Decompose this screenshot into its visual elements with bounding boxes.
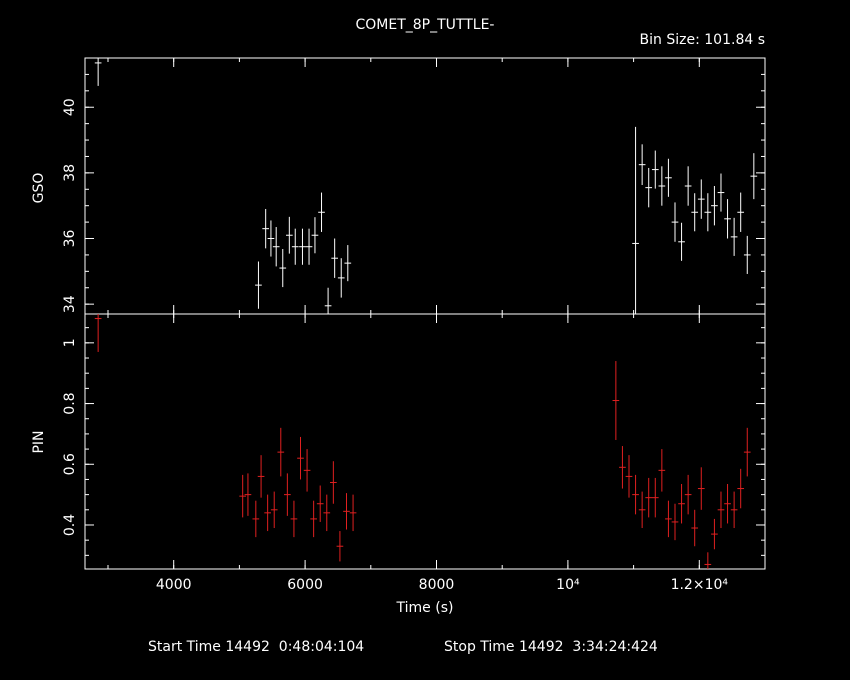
gso-data-point xyxy=(325,288,332,314)
gso-panel: 34 36 38 40 xyxy=(62,58,765,314)
gso-data-point xyxy=(279,249,286,287)
gso-data-point xyxy=(262,209,269,248)
pin-data-point xyxy=(744,428,751,477)
pin-y-tick-label: 0.8 xyxy=(62,392,78,414)
bin-size-label: Bin Size: 101.84 s xyxy=(640,32,765,48)
gso-data-point xyxy=(306,229,313,265)
gso-data-point xyxy=(318,193,325,232)
gso-data-point xyxy=(344,245,351,281)
gso-data-point xyxy=(718,174,725,212)
gso-data-point xyxy=(338,258,345,297)
pin-data-point xyxy=(310,501,317,537)
gso-data-point xyxy=(645,168,652,207)
pin-y-tick-label: 0.4 xyxy=(62,514,78,536)
gso-data-point xyxy=(312,217,319,253)
x-tick-label: 8000 xyxy=(419,577,455,593)
stop-time-label: Stop Time 14492 3:34:24:424 xyxy=(444,639,658,655)
pin-data-point xyxy=(711,519,718,549)
pin-data-point xyxy=(691,510,698,546)
x-tick-label: 10⁴ xyxy=(556,577,580,593)
x-tick-label: 6000 xyxy=(287,577,323,593)
gso-data-point xyxy=(698,179,705,218)
gso-data-point xyxy=(672,202,679,241)
gso-data-point xyxy=(731,218,738,256)
gso-data-point xyxy=(750,153,757,199)
pin-data-point xyxy=(626,455,633,498)
pin-data-point xyxy=(323,495,330,531)
pin-data-point xyxy=(659,449,666,492)
pin-data-point xyxy=(350,495,357,531)
pin-data-point xyxy=(245,473,252,516)
start-time-label: Start Time 14492 0:48:04:104 xyxy=(148,639,364,655)
pin-y-tick-label: 0.6 xyxy=(62,453,78,475)
pin-data-point xyxy=(639,492,646,528)
pin-data-point xyxy=(619,446,626,489)
pin-y-tick-label: 1 xyxy=(62,338,78,347)
pin-data-point xyxy=(645,478,652,517)
pin-data-point xyxy=(95,314,102,352)
gso-data-point xyxy=(737,193,744,232)
pin-frame xyxy=(85,314,765,569)
pin-data-point xyxy=(317,486,324,522)
pin-data-point xyxy=(291,501,298,537)
pin-data-point xyxy=(724,484,731,523)
gso-data-point xyxy=(268,220,275,256)
pin-data-point xyxy=(264,495,271,531)
pin-data-point xyxy=(698,467,705,510)
gso-data-point xyxy=(652,151,659,189)
gso-data-point xyxy=(691,193,698,231)
pin-data-point xyxy=(685,475,692,514)
gso-data-point xyxy=(724,199,731,238)
gso-data-point xyxy=(678,223,685,261)
pin-data-point xyxy=(632,475,639,514)
pin-data-point xyxy=(672,504,679,540)
gso-data-point xyxy=(331,239,338,278)
gso-y-tick-label: 36 xyxy=(62,230,78,248)
gso-data-point xyxy=(744,236,751,274)
gso-data-point xyxy=(299,229,306,265)
gso-data-point xyxy=(95,58,102,86)
chart-title: COMET_8P_TUTTLE- xyxy=(356,17,495,33)
gso-y-axis-label: GSO xyxy=(31,173,47,204)
pin-data-point xyxy=(304,449,311,492)
pin-data-point xyxy=(337,531,344,561)
pin-panel: 0.4 0.6 0.8 1 4000 6000 8000 10⁴ 1.2×10⁴ xyxy=(62,314,765,593)
gso-data-point xyxy=(704,193,711,231)
gso-y-tick-label: 38 xyxy=(62,164,78,182)
pin-data-point xyxy=(258,455,265,498)
gso-data-point xyxy=(286,217,293,254)
x-tick-label: 1.2×10⁴ xyxy=(671,577,729,593)
gso-data-point xyxy=(711,186,718,225)
pin-data-point xyxy=(718,492,725,528)
pin-data-point xyxy=(737,469,744,508)
pin-data-point xyxy=(704,552,711,569)
pin-data-point xyxy=(297,437,304,480)
pin-data-point xyxy=(731,492,738,528)
gso-data-point xyxy=(639,144,646,185)
gso-data-point xyxy=(685,166,692,205)
pin-data-point xyxy=(271,492,278,528)
pin-data-point xyxy=(678,484,685,523)
gso-data-point xyxy=(255,261,262,308)
gso-y-tick-label: 40 xyxy=(62,98,78,116)
pin-data-point xyxy=(330,461,337,504)
pin-data-point xyxy=(284,473,291,516)
gso-data-point xyxy=(632,127,639,314)
pin-data-point xyxy=(665,501,672,537)
pin-data-point xyxy=(652,478,659,517)
pin-data-point xyxy=(613,361,620,440)
pin-data-point xyxy=(252,501,259,537)
gso-data-point xyxy=(292,229,299,265)
pin-data-point xyxy=(343,493,350,529)
gso-data-point xyxy=(273,227,280,266)
x-tick-label: 4000 xyxy=(156,577,192,593)
gso-y-tick-label: 34 xyxy=(62,295,78,313)
gso-data-point xyxy=(659,166,666,205)
pin-y-axis-label: PIN xyxy=(31,430,47,453)
pin-data-point xyxy=(239,475,246,518)
gso-data-point xyxy=(665,159,672,197)
x-axis-label: Time (s) xyxy=(396,600,454,616)
pin-data-point xyxy=(277,428,284,477)
